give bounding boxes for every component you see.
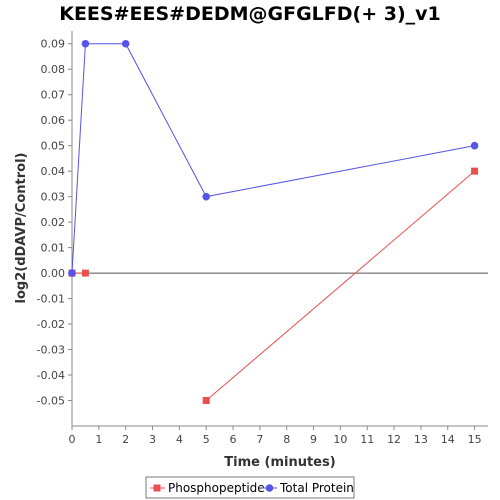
y-tick-label: 0.07 bbox=[41, 89, 66, 102]
x-tick-label: 12 bbox=[387, 433, 401, 446]
x-tick-label: 9 bbox=[310, 433, 317, 446]
x-tick-label: 3 bbox=[149, 433, 156, 446]
data-point-total-protein bbox=[121, 39, 130, 48]
y-axis-ticks: -0.05 -0.04 -0.03 -0.02 -0.01 0.00 0.01 0.02 0.0… bbox=[37, 38, 72, 408]
y-tick-label: -0.01 bbox=[37, 293, 65, 306]
y-tick-label: -0.02 bbox=[37, 318, 65, 331]
y-tick-label: 0.01 bbox=[41, 242, 66, 255]
x-tick-label: 4 bbox=[176, 433, 183, 446]
legend: Phosphopeptide Total Protein bbox=[145, 476, 355, 499]
legend-phosphopeptide-marker bbox=[153, 484, 161, 492]
legend-box bbox=[145, 476, 355, 499]
y-tick-label: 0.03 bbox=[41, 191, 66, 204]
y-tick-label: -0.03 bbox=[37, 344, 65, 357]
y-tick-label: -0.05 bbox=[37, 395, 65, 408]
y-tick-label: 0.02 bbox=[41, 216, 66, 229]
x-tick-label: 11 bbox=[360, 433, 374, 446]
data-point-total-protein bbox=[81, 39, 90, 48]
x-tick-label: 5 bbox=[203, 433, 210, 446]
x-tick-label: 8 bbox=[283, 433, 290, 446]
x-tick-label: 6 bbox=[230, 433, 237, 446]
y-tick-label: 0.09 bbox=[41, 38, 66, 51]
series-line-phosphopeptide bbox=[205, 170, 475, 401]
series-layer bbox=[68, 39, 479, 405]
x-tick-label: 10 bbox=[333, 433, 347, 446]
legend-phosphopeptide-label: Phosphopeptide bbox=[168, 481, 265, 495]
data-point-phosphopeptide bbox=[471, 167, 479, 175]
y-tick-label: 0.05 bbox=[41, 140, 66, 153]
y-tick-label: -0.04 bbox=[37, 369, 65, 382]
x-tick-label: 2 bbox=[122, 433, 129, 446]
data-point-total-protein bbox=[202, 192, 210, 201]
y-tick-label: 0.04 bbox=[41, 165, 66, 178]
y-tick-label: 0.00 bbox=[41, 267, 66, 280]
x-tick-label: 0 bbox=[69, 433, 76, 446]
plot-area bbox=[72, 31, 488, 426]
data-point-total-protein bbox=[470, 141, 479, 150]
y-tick-label: 0.06 bbox=[41, 114, 66, 127]
x-axis-label: Time (minutes) bbox=[224, 455, 335, 470]
x-tick-label: 13 bbox=[414, 433, 428, 446]
series-total-protein bbox=[68, 39, 479, 277]
data-point-total-protein bbox=[68, 269, 76, 277]
x-tick-label: 14 bbox=[441, 433, 455, 446]
x-axis-ticks: 0 1 2 3 4 5 6 7 8 9 10 11 12 13 14 15 bbox=[69, 426, 482, 446]
data-point-phosphopeptide bbox=[81, 269, 89, 277]
data-point-phosphopeptide bbox=[202, 397, 210, 405]
legend-total-protein-marker bbox=[265, 484, 274, 492]
x-tick-label: 7 bbox=[256, 433, 263, 446]
y-tick-label: 0.08 bbox=[41, 63, 66, 76]
chart-title: KEES#EES#DEDM@GFGLFD(+ 3)_v1 bbox=[59, 3, 441, 25]
x-tick-label: 1 bbox=[95, 433, 102, 446]
legend-total-protein-label: Total Protein bbox=[279, 481, 354, 495]
y-axis-label: log2(dDAVP/Control) bbox=[14, 153, 29, 304]
x-tick-label: 15 bbox=[468, 433, 482, 446]
